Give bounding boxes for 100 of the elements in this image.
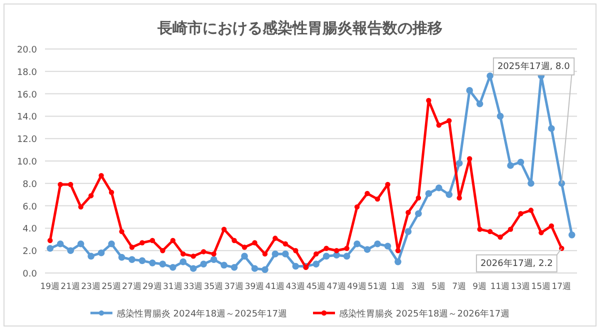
point [416, 195, 422, 201]
point [170, 238, 176, 244]
point [394, 258, 402, 266]
point [374, 196, 380, 202]
point [169, 264, 176, 271]
point [98, 172, 104, 178]
legend-label: 感染性胃腸炎 2024年18週～2025年17週 [116, 308, 287, 320]
chart-title: 長崎市における感染性胃腸炎報告数の推移 [156, 19, 442, 37]
x-tick-label: 47週 [326, 281, 346, 292]
point [150, 238, 156, 244]
x-tick-label: 51週 [368, 281, 388, 292]
x-tick-label: 9週 [472, 281, 488, 292]
x-tick-label: 21週 [60, 281, 80, 292]
x-tick-label: 23週 [81, 281, 101, 292]
x-tick-label: 31週 [162, 281, 183, 292]
point [251, 265, 258, 272]
point [48, 238, 53, 244]
point [415, 210, 422, 218]
point [548, 125, 555, 132]
point [242, 244, 248, 250]
point [395, 248, 401, 254]
y-tick-label: 10.0 [16, 158, 38, 168]
point [518, 211, 524, 216]
x-tick-label: 13週 [510, 281, 531, 292]
point [46, 244, 54, 252]
point [364, 246, 371, 253]
point [343, 252, 350, 260]
point [180, 258, 187, 266]
legend-label: 感染性胃腸炎 2025年18週～2026年17週 [339, 308, 510, 320]
x-tick-label: 17週 [552, 281, 572, 292]
point [67, 247, 74, 254]
point [77, 240, 84, 248]
point [334, 248, 340, 254]
point [507, 162, 514, 169]
y-tick-label: 6.0 [22, 202, 38, 212]
point [528, 208, 534, 213]
point [160, 248, 166, 254]
x-tick-label: 49週 [347, 281, 367, 292]
point [282, 250, 289, 258]
y-tick-label: 18.0 [16, 68, 38, 78]
point [241, 252, 248, 260]
point [568, 232, 576, 238]
point [466, 156, 472, 162]
point [292, 262, 300, 270]
point [548, 223, 554, 229]
x-tick-label: 7週 [452, 281, 467, 292]
point [487, 228, 493, 234]
point [108, 240, 115, 248]
y-tick-label: 8.0 [22, 180, 38, 190]
point [528, 180, 534, 187]
point [282, 241, 288, 246]
point [232, 238, 237, 244]
point [374, 240, 381, 248]
x-tick-label: 45週 [306, 281, 326, 292]
point [149, 260, 156, 266]
point [220, 262, 228, 269]
point [426, 98, 432, 104]
x-tick-label: 43週 [286, 281, 306, 292]
x-tick-label: 37週 [224, 281, 244, 292]
point [138, 257, 146, 264]
point [508, 226, 514, 232]
point [312, 260, 320, 268]
point [272, 236, 278, 241]
y-tick-label: 0.0 [22, 270, 38, 280]
point [476, 100, 484, 108]
point [88, 193, 94, 198]
y-tick-label: 4.0 [22, 224, 38, 235]
point [446, 191, 453, 198]
point [159, 260, 166, 268]
x-tick-label: 11週 [490, 281, 510, 292]
point [78, 204, 84, 210]
point [364, 190, 370, 196]
y-tick-label: 20.0 [16, 46, 38, 56]
point [262, 266, 268, 274]
annotation: 2026年17週, 2.2 [480, 258, 553, 269]
point [293, 248, 298, 254]
point [230, 264, 238, 271]
point [128, 256, 136, 263]
y-tick-label: 16.0 [16, 90, 38, 100]
x-tick-label: 29週 [142, 281, 162, 292]
point [344, 246, 350, 251]
x-tick-label: 41週 [265, 281, 286, 292]
x-tick-label: 15週 [531, 281, 552, 292]
x-tick-label: 25週 [102, 281, 122, 292]
point [180, 251, 186, 257]
point [324, 246, 329, 251]
x-tick-label: 3週 [411, 281, 426, 292]
x-tick-label: 33週 [183, 281, 204, 292]
point [211, 251, 216, 257]
point [446, 118, 452, 124]
point [190, 254, 196, 259]
point [477, 226, 482, 232]
point [354, 240, 360, 248]
point [210, 256, 218, 263]
point [129, 244, 135, 250]
x-tick-label: 5週 [432, 281, 446, 292]
point [252, 240, 258, 246]
point [322, 252, 330, 260]
point [436, 122, 442, 128]
point [466, 87, 473, 94]
